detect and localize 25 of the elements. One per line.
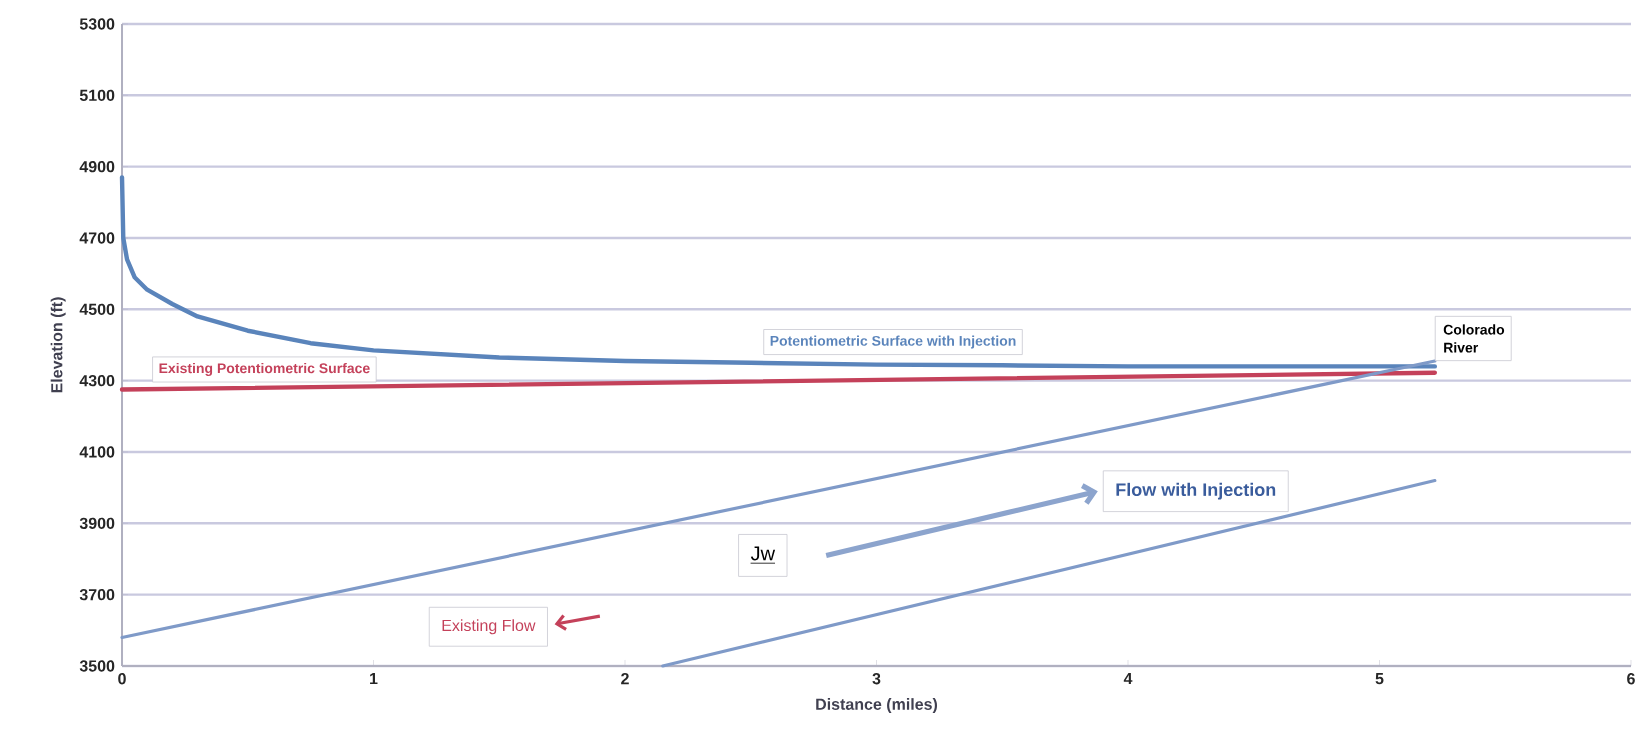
y-tick-label: 3900 <box>79 517 115 529</box>
series-label: Existing Potentiometric Surface <box>159 362 370 377</box>
y-tick-label: 5300 <box>79 18 115 30</box>
y-tick-label: 4100 <box>79 446 115 458</box>
annotation: Colorado River <box>1443 324 1505 353</box>
x-tick-label: 1 <box>370 673 378 685</box>
x-tick-label: 2 <box>621 673 629 685</box>
y-tick-label: 3700 <box>79 588 115 601</box>
x-axis-title: Distance (miles) <box>816 698 938 714</box>
annotation: Flow with Injection <box>1116 482 1276 500</box>
x-tick-label: 0 <box>118 673 126 685</box>
y-axis-title: Elevation (ft) <box>50 297 66 393</box>
x-tick-label: 3 <box>872 673 881 685</box>
y-tick-label: 3500 <box>79 660 115 672</box>
y-tick-label: 5100 <box>79 89 115 101</box>
x-tick-label: 6 <box>1627 673 1635 685</box>
y-tick-label: 4500 <box>79 303 115 315</box>
y-tick-label: 4900 <box>79 161 115 173</box>
annotation: Jw <box>750 546 776 561</box>
series-label: Potentiometric Surface with Injection <box>770 335 1016 349</box>
y-tick-label: 4300 <box>79 374 115 387</box>
annotation: Existing Flow <box>442 619 536 635</box>
x-tick-label: 4 <box>1123 673 1133 685</box>
y-tick-label: 4700 <box>79 232 115 244</box>
x-tick-label: 5 <box>1375 673 1384 685</box>
